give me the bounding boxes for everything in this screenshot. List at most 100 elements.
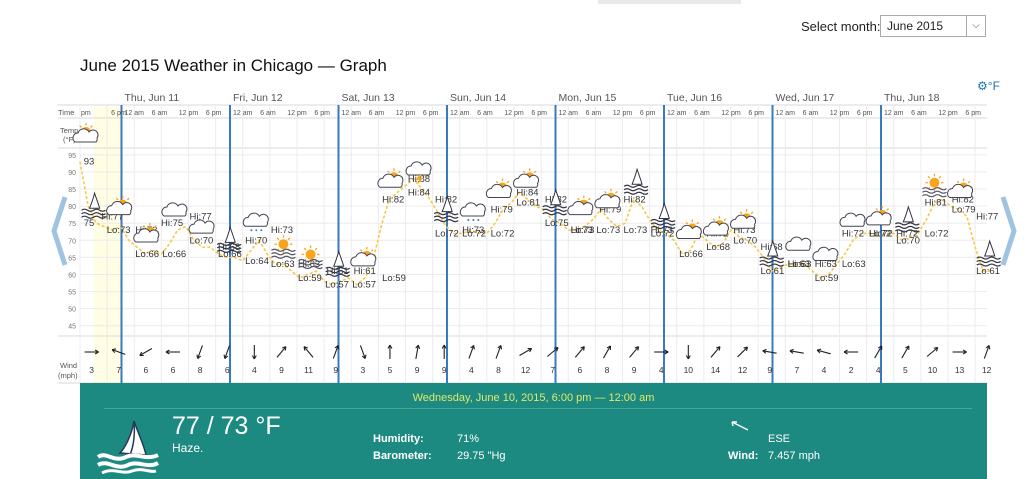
wind-row-label: Wind bbox=[60, 361, 77, 370]
sun-cloud-icon bbox=[72, 123, 99, 143]
wind-arrow-icon bbox=[223, 345, 231, 359]
temp-label: Hi:82 bbox=[952, 194, 974, 205]
temp-label: Hi:77 bbox=[190, 211, 212, 222]
temp-label: Lo:72 bbox=[462, 228, 486, 239]
temp-label: Hi:63 bbox=[788, 259, 810, 270]
gear-icon[interactable]: ⚙ bbox=[977, 79, 988, 93]
hour-label: 6 am bbox=[369, 110, 385, 117]
chevron-down-icon[interactable]: ⌵ bbox=[966, 16, 985, 36]
temp-label: Lo:59 bbox=[298, 273, 322, 284]
hour-label: 12 pm bbox=[721, 110, 741, 117]
temp-label: Hi:73 bbox=[271, 225, 293, 236]
temp-label: Lo:73 bbox=[596, 225, 620, 236]
hour-label: 6 am bbox=[477, 110, 493, 117]
temp-label: Lo:75 bbox=[545, 218, 569, 229]
hour-label: 12 pm bbox=[287, 110, 307, 117]
chevron-left-icon[interactable] bbox=[50, 195, 68, 267]
hour-label: 12 am bbox=[342, 110, 362, 117]
temperature-line bbox=[79, 161, 992, 286]
temp-label: Hi:72 bbox=[842, 228, 864, 239]
hour-label: 6 pm bbox=[423, 110, 439, 117]
hour-label: 6 am bbox=[260, 110, 276, 117]
temp-label: Hi:70 bbox=[245, 235, 267, 246]
temp-label: Lo:73 bbox=[571, 225, 595, 236]
day-label: Tue, Jun 16 bbox=[667, 92, 722, 104]
wind-speed-label: 5 bbox=[903, 365, 908, 375]
day-label: Wed, Jun 17 bbox=[776, 92, 835, 104]
day-label: Mon, Jun 15 bbox=[559, 92, 617, 104]
hour-label: 12 pm bbox=[179, 110, 199, 117]
wind-speed-label: 2 bbox=[849, 365, 854, 375]
wind-unit-label: (mph) bbox=[58, 371, 78, 380]
wind-speed-label: 3 bbox=[89, 365, 94, 375]
hour-label: 12 am bbox=[776, 110, 796, 117]
sun-cloud-icon bbox=[730, 209, 757, 229]
hour-label: 12 pm bbox=[504, 110, 524, 117]
wind-speed-label: 4 bbox=[252, 365, 257, 375]
temp-label: Hi:73 bbox=[571, 225, 593, 236]
haze-icon bbox=[81, 191, 106, 219]
wind-arrow-icon bbox=[762, 348, 777, 354]
haze-icon bbox=[759, 239, 785, 267]
wind-speed-label: 10 bbox=[928, 365, 938, 375]
wind-arrow-icon bbox=[332, 345, 340, 359]
temp-label: Lo:70 bbox=[733, 235, 757, 246]
haze-icon bbox=[623, 167, 649, 195]
hour-label: 6 am bbox=[152, 110, 168, 117]
temp-label: Hi:79 bbox=[599, 205, 621, 216]
wind-arrow-icon bbox=[843, 349, 859, 355]
hour-label: 6 pm bbox=[640, 110, 656, 117]
wind-arrow-icon bbox=[196, 345, 203, 359]
hour-label: 6 pm bbox=[314, 110, 330, 117]
sun-cloud-icon bbox=[350, 246, 377, 267]
temp-label: Lo:68 bbox=[706, 242, 730, 253]
wind-speed-label: 5 bbox=[388, 365, 393, 375]
hour-label: 12 am bbox=[233, 110, 253, 117]
temp-label: Lo:64 bbox=[245, 256, 269, 267]
temp-label: Hi:61 bbox=[354, 266, 376, 277]
wind-arrow-icon bbox=[111, 348, 126, 355]
wind-arrow-icon bbox=[574, 346, 585, 358]
temp-label: Hi:82 bbox=[624, 194, 646, 205]
wind-arrow-icon bbox=[816, 348, 831, 355]
y-tick-label: 80 bbox=[68, 204, 76, 211]
unit-toggle[interactable]: ⚙°F bbox=[977, 79, 1000, 93]
hour-label: 12 am bbox=[125, 110, 145, 117]
temp-label: Lo:72 bbox=[869, 228, 893, 239]
wind-arrow-icon bbox=[415, 344, 421, 359]
y-tick-label: 70 bbox=[68, 238, 76, 245]
detail-divider bbox=[104, 408, 972, 409]
temp-label: Lo:66 bbox=[679, 249, 703, 260]
sun-cloud-icon bbox=[947, 178, 974, 199]
wind-speed-label: 9 bbox=[767, 365, 772, 375]
hour-label: 12 am bbox=[559, 110, 579, 117]
wind-speed-label: 12 bbox=[982, 365, 992, 375]
wind-arrow-icon bbox=[359, 345, 367, 359]
wind-speed-label: 8 bbox=[496, 365, 501, 375]
temp-label: Lo:59 bbox=[382, 273, 406, 284]
wind-arrow-icon bbox=[926, 346, 939, 357]
wind-direction: ESE bbox=[768, 433, 791, 445]
temp-label: Lo:61 bbox=[976, 266, 1000, 277]
wind-speed-label: 4 bbox=[469, 365, 474, 375]
temp-label: Hi:84 bbox=[408, 187, 430, 198]
chevron-right-icon[interactable] bbox=[1000, 195, 1018, 267]
sun-cloud-icon bbox=[675, 219, 702, 240]
wind-arrow-icon bbox=[84, 349, 99, 355]
cloud-icon bbox=[812, 246, 839, 261]
temp-label: Hi:73 bbox=[733, 225, 755, 236]
wind-arrow-icon bbox=[901, 345, 910, 359]
wind-arrow-icon bbox=[602, 345, 611, 359]
y-tick-label: 95 bbox=[68, 153, 76, 160]
wind-speed-label: 6 bbox=[143, 365, 148, 375]
month-select[interactable]: June 2015 ⌵ bbox=[880, 15, 986, 37]
wind-label: Wind: bbox=[728, 450, 759, 462]
hour-label: 6 am bbox=[586, 110, 602, 117]
temp-label: Lo:57 bbox=[352, 280, 376, 291]
wind-speed-label: 9 bbox=[415, 365, 420, 375]
temp-label: Lo:59 bbox=[815, 273, 839, 284]
temp-label: Lo:57 bbox=[325, 280, 349, 291]
wind-arrow-icon bbox=[139, 348, 153, 357]
temp-label: 75 bbox=[84, 218, 95, 229]
